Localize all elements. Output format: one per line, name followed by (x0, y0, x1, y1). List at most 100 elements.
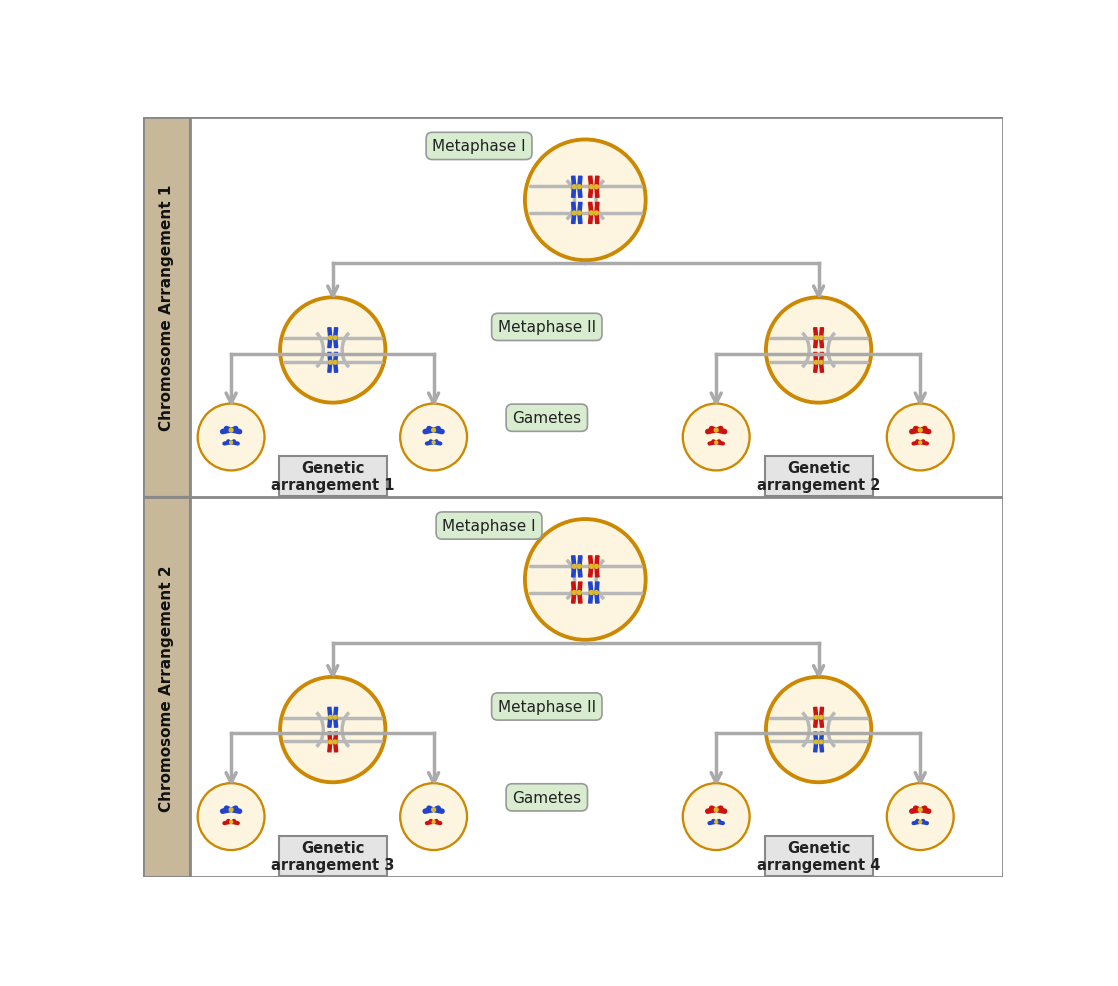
Circle shape (684, 406, 748, 469)
Polygon shape (595, 177, 599, 187)
Circle shape (765, 297, 872, 404)
Polygon shape (814, 328, 817, 338)
Circle shape (523, 519, 647, 641)
Polygon shape (588, 567, 593, 577)
Polygon shape (578, 214, 582, 224)
Circle shape (333, 361, 337, 365)
Polygon shape (333, 363, 338, 373)
Circle shape (714, 442, 718, 445)
Polygon shape (588, 556, 593, 567)
Polygon shape (333, 742, 338, 752)
Circle shape (572, 212, 576, 216)
Polygon shape (814, 742, 817, 752)
Circle shape (918, 429, 922, 433)
Circle shape (577, 185, 581, 189)
Circle shape (572, 591, 576, 595)
Polygon shape (328, 363, 332, 373)
Circle shape (433, 820, 435, 823)
Polygon shape (814, 338, 817, 348)
Polygon shape (814, 363, 817, 373)
Circle shape (595, 565, 598, 569)
Polygon shape (333, 353, 338, 363)
Polygon shape (588, 214, 593, 224)
Polygon shape (819, 708, 824, 718)
Circle shape (765, 676, 872, 784)
Circle shape (283, 301, 382, 400)
Circle shape (333, 336, 337, 340)
Circle shape (333, 716, 337, 720)
Polygon shape (578, 593, 582, 603)
Circle shape (919, 442, 921, 445)
Circle shape (432, 808, 436, 811)
Polygon shape (578, 187, 582, 198)
Text: Genetic
arrangement 3: Genetic arrangement 3 (271, 840, 395, 873)
Circle shape (589, 185, 594, 189)
Polygon shape (595, 203, 599, 214)
Circle shape (768, 301, 869, 400)
Circle shape (714, 429, 718, 433)
Polygon shape (819, 328, 824, 338)
Polygon shape (588, 583, 593, 593)
Circle shape (819, 716, 823, 720)
Polygon shape (595, 556, 599, 567)
Circle shape (714, 808, 718, 811)
Circle shape (589, 591, 594, 595)
Polygon shape (814, 353, 817, 363)
Polygon shape (571, 187, 576, 198)
Circle shape (572, 185, 576, 189)
Polygon shape (588, 203, 593, 214)
Circle shape (577, 565, 581, 569)
FancyBboxPatch shape (765, 836, 872, 876)
Polygon shape (588, 187, 593, 198)
Polygon shape (595, 583, 599, 593)
Polygon shape (333, 733, 338, 742)
Text: Metaphase I: Metaphase I (443, 519, 536, 533)
Circle shape (887, 783, 954, 851)
Circle shape (229, 820, 233, 823)
Polygon shape (578, 177, 582, 187)
Circle shape (199, 785, 263, 848)
Circle shape (577, 212, 581, 216)
Circle shape (283, 680, 382, 780)
Text: Gametes: Gametes (512, 411, 581, 426)
Circle shape (329, 740, 332, 744)
Circle shape (814, 361, 818, 365)
Polygon shape (595, 593, 599, 603)
Circle shape (589, 565, 594, 569)
Circle shape (768, 680, 869, 780)
Circle shape (814, 336, 818, 340)
Polygon shape (333, 718, 338, 728)
Polygon shape (328, 718, 332, 728)
Text: Metaphase II: Metaphase II (498, 699, 596, 714)
Polygon shape (578, 583, 582, 593)
Circle shape (528, 143, 643, 258)
Polygon shape (814, 708, 817, 718)
Circle shape (595, 591, 598, 595)
Text: Genetic
arrangement 4: Genetic arrangement 4 (757, 840, 880, 873)
Polygon shape (328, 708, 332, 718)
Circle shape (229, 429, 233, 433)
Circle shape (400, 783, 467, 851)
Text: Gametes: Gametes (512, 790, 581, 805)
Polygon shape (819, 338, 824, 348)
Text: Genetic
arrangement 1: Genetic arrangement 1 (271, 460, 395, 493)
Circle shape (402, 785, 465, 848)
Circle shape (814, 716, 818, 720)
Polygon shape (571, 177, 576, 187)
Circle shape (814, 740, 818, 744)
Polygon shape (819, 733, 824, 742)
Polygon shape (571, 214, 576, 224)
FancyBboxPatch shape (278, 457, 387, 497)
Polygon shape (328, 338, 332, 348)
Circle shape (329, 716, 332, 720)
Text: Genetic
arrangement 2: Genetic arrangement 2 (757, 460, 880, 493)
Circle shape (819, 740, 823, 744)
Polygon shape (578, 567, 582, 577)
Circle shape (918, 808, 922, 811)
Circle shape (577, 591, 581, 595)
Circle shape (528, 523, 643, 638)
Polygon shape (814, 718, 817, 728)
Circle shape (889, 406, 951, 469)
Polygon shape (571, 567, 576, 577)
Polygon shape (571, 583, 576, 593)
